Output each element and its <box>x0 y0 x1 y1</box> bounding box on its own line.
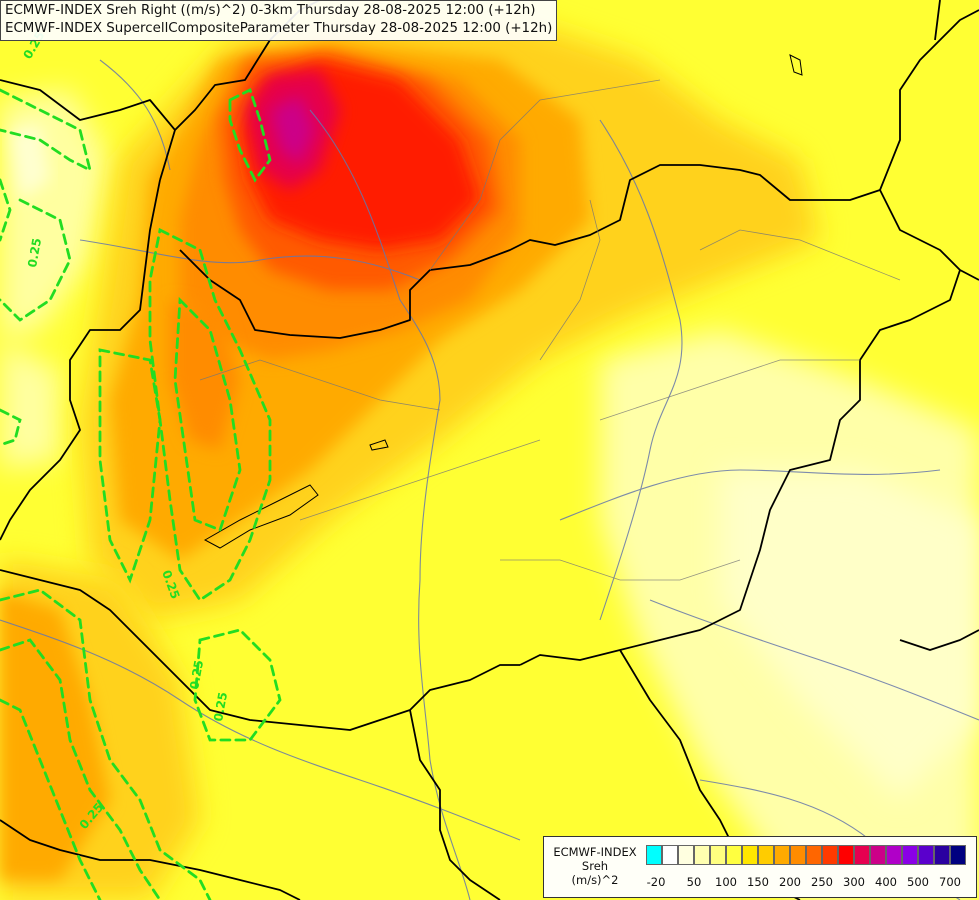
river-5 <box>559 469 941 521</box>
border-northwest <box>0 79 176 131</box>
river-3 <box>79 239 421 281</box>
legend-swatch <box>774 845 790 865</box>
border-central-north <box>179 164 979 339</box>
border-northeast <box>879 9 979 191</box>
legend-tick-label: 500 <box>907 875 929 889</box>
legend-swatch <box>790 845 806 865</box>
legend-swatch <box>726 845 742 865</box>
legend-swatch <box>646 845 662 865</box>
region-2 <box>539 199 601 361</box>
legend-swatch <box>854 845 870 865</box>
scp-contour-6 <box>98 348 162 584</box>
legend-swatch <box>870 845 886 865</box>
river-6 <box>649 599 979 721</box>
legend-tick-label: 50 <box>686 875 702 889</box>
region-6 <box>199 359 441 411</box>
scp-contour-12 <box>0 178 12 242</box>
legend-tick-label: 100 <box>715 875 737 889</box>
region-borders <box>199 79 901 581</box>
field-pale-east-2 <box>720 470 979 800</box>
border-east-lower <box>899 629 979 651</box>
title-line-sreh: ECMWF-INDEX Sreh Right ((m/s)^2) 0-3km T… <box>5 3 536 18</box>
legend-tick-label: 700 <box>939 875 961 889</box>
legend-label: ECMWF-INDEX Sreh (m/s)^2 <box>547 845 643 887</box>
rivers <box>0 59 979 900</box>
border-far-right <box>934 0 941 41</box>
region-5 <box>500 559 741 581</box>
region-7 <box>699 229 901 281</box>
contour-label: 0.25 <box>25 237 44 269</box>
lake-balaton <box>203 484 319 549</box>
border-south <box>409 709 501 900</box>
legend-tick-label: 150 <box>747 875 769 889</box>
field-pale-west-2 <box>10 125 50 200</box>
legend-swatch <box>902 845 918 865</box>
legend-swatch <box>806 845 822 865</box>
legend-tick-label: 300 <box>843 875 865 889</box>
legend-swatch <box>758 845 774 865</box>
title-line-scp: ECMWF-INDEX SupercellCompositeParameter … <box>5 21 553 36</box>
legend-swatch <box>950 845 966 865</box>
legend-swatch <box>662 845 678 865</box>
scp-contour-7 <box>193 628 282 742</box>
color-legend: ECMWF-INDEX Sreh (m/s)^2 -20 50 100 150 200 2… <box>543 836 977 898</box>
region-4 <box>299 439 541 521</box>
river-1 <box>309 109 471 900</box>
legend-swatch <box>742 845 758 865</box>
legend-swatch <box>694 845 710 865</box>
field-dark-orange-2 <box>170 300 240 450</box>
lake-small-1 <box>369 439 389 451</box>
legend-model: ECMWF-INDEX <box>553 845 637 859</box>
field-pale-sw <box>0 340 60 470</box>
legend-swatch <box>886 845 902 865</box>
legend-tick-label: 400 <box>875 875 897 889</box>
scp-contour-10 <box>0 698 102 900</box>
river-7 <box>99 59 171 171</box>
region-3 <box>599 359 860 421</box>
lake-small-2 <box>789 54 803 76</box>
map-title: ECMWF-INDEX Sreh Right ((m/s)^2) 0-3km T… <box>0 0 558 41</box>
legend-tick-label: -20 <box>646 875 666 889</box>
lakes <box>203 54 803 549</box>
river-2 <box>599 119 683 621</box>
legend-swatch <box>710 845 726 865</box>
contour-label: 0.25 <box>211 691 230 723</box>
legend-swatches <box>646 845 966 865</box>
scp-contour-3 <box>0 198 72 322</box>
legend-swatch <box>934 845 950 865</box>
region-1 <box>429 79 661 271</box>
legend-ticks: -20 50 100 150 200 250 300 400 500 700 <box>646 875 970 891</box>
field-orange-sw <box>0 590 110 880</box>
legend-tick-label: 250 <box>811 875 833 889</box>
scp-contour-5 <box>173 296 242 532</box>
contour-label: 0.25 <box>187 659 206 691</box>
legend-tick-label: 200 <box>779 875 801 889</box>
field-magenta <box>270 95 315 165</box>
legend-swatch <box>678 845 694 865</box>
scp-contour-11 <box>0 408 22 447</box>
scp-contours <box>0 88 282 900</box>
scp-contour-9 <box>0 638 162 900</box>
sreh-field <box>0 20 979 900</box>
legend-swatch <box>918 845 934 865</box>
border-southwest <box>0 569 520 731</box>
legend-unit: (m/s)^2 <box>571 873 619 887</box>
legend-swatch <box>838 845 854 865</box>
border-lower-left <box>0 819 301 900</box>
scp-contour-8 <box>0 588 212 900</box>
legend-swatch <box>822 845 838 865</box>
scp-contour-2 <box>0 88 93 173</box>
legend-variable: Sreh <box>581 859 609 873</box>
scp-contour-4 <box>148 227 272 602</box>
border-west <box>0 179 161 541</box>
scp-contour-1 <box>228 88 272 183</box>
